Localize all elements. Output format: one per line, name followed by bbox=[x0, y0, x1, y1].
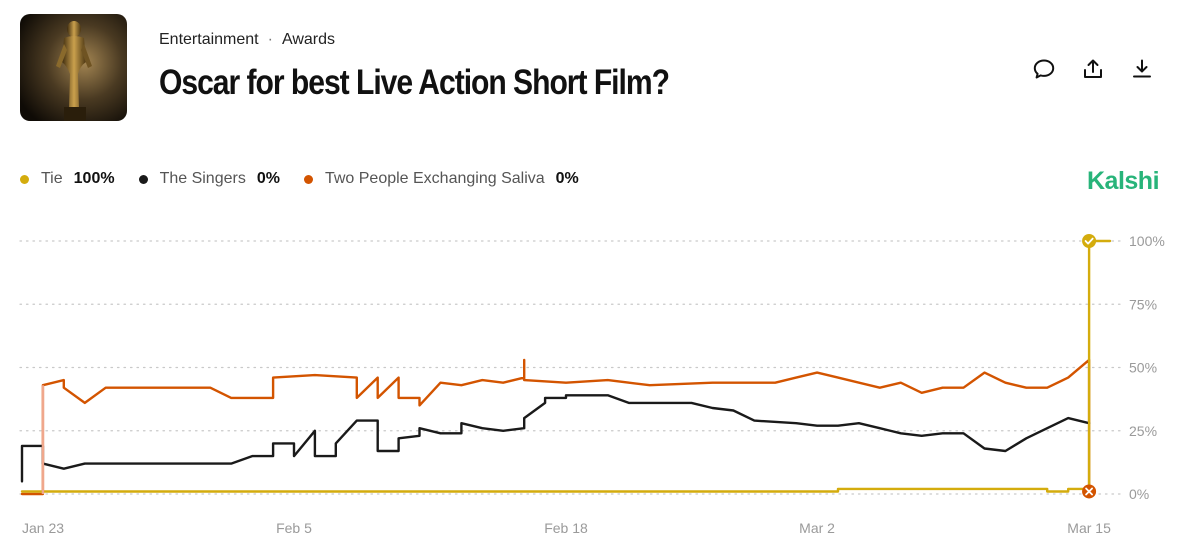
download-icon bbox=[1132, 59, 1151, 77]
y-tick-label: 0% bbox=[1129, 486, 1149, 502]
series-line-two-people-exchanging-saliva[interactable] bbox=[20, 358, 1091, 496]
legend-item-two-people-exchanging-saliva[interactable]: Two People Exchanging Saliva 0% bbox=[303, 170, 579, 188]
oscar-statue-image bbox=[20, 14, 127, 121]
y-tick-label: 25% bbox=[1129, 423, 1157, 439]
breadcrumb-category[interactable]: Entertainment bbox=[159, 31, 259, 48]
marker-dot bbox=[1082, 234, 1097, 248]
x-tick-label: Jan 23 bbox=[22, 520, 64, 536]
chart-legend: Tie 100% The Singers 0% Two People Excha… bbox=[20, 170, 603, 188]
legend-dot-the-singers bbox=[138, 174, 148, 184]
x-tick-label: Mar 2 bbox=[799, 520, 835, 536]
check-icon bbox=[1084, 237, 1094, 245]
x-tick-label: Feb 5 bbox=[276, 520, 312, 536]
y-tick-label: 50% bbox=[1129, 360, 1157, 376]
chart-markers bbox=[1082, 234, 1097, 499]
legend-item-the-singers[interactable]: The Singers 0% bbox=[138, 170, 280, 188]
marker-dot bbox=[1082, 484, 1097, 499]
x-tick-label: Feb 18 bbox=[544, 520, 588, 536]
comment-icon bbox=[1033, 59, 1054, 78]
legend-value-two-people: 0% bbox=[555, 170, 579, 187]
final-marker-tie bbox=[1082, 234, 1097, 248]
share-button[interactable] bbox=[1079, 55, 1106, 82]
final-marker-two-people-exchanging-saliva bbox=[1082, 484, 1097, 499]
legend-label-tie: Tie bbox=[41, 170, 63, 187]
kalshi-logo[interactable]: Kalshi bbox=[1087, 167, 1160, 195]
share-icon bbox=[1083, 59, 1102, 78]
chart-grid: 100% 75% 50% 25% 0% bbox=[19, 233, 1165, 502]
breadcrumb-subcategory[interactable]: Awards bbox=[281, 31, 335, 48]
x-tick-label: Mar 15 bbox=[1067, 520, 1111, 536]
comment-button[interactable] bbox=[1030, 55, 1057, 82]
legend-item-tie[interactable]: Tie 100% bbox=[20, 170, 115, 188]
legend-value-the-singers: 0% bbox=[256, 170, 280, 187]
legend-label-two-people: Two People Exchanging Saliva bbox=[324, 170, 545, 187]
legend-dot-two-people bbox=[303, 174, 313, 184]
y-tick-label: 100% bbox=[1129, 233, 1165, 249]
legend-dot-tie bbox=[20, 174, 29, 184]
y-tick-label: 75% bbox=[1129, 296, 1157, 312]
legend-label-the-singers: The Singers bbox=[159, 170, 246, 187]
close-icon bbox=[1085, 487, 1093, 496]
series-line-the-singers[interactable] bbox=[20, 394, 1091, 483]
legend-value-tie: 100% bbox=[73, 170, 115, 187]
page-title: Oscar for best Live Action Short Film? bbox=[159, 63, 670, 102]
download-button[interactable] bbox=[1128, 55, 1155, 82]
x-axis: Jan 23 Feb 5 Feb 18 Mar 2 Mar 15 bbox=[22, 520, 1111, 536]
series-line-tie[interactable] bbox=[20, 239, 1112, 493]
breadcrumb: Entertainment · Awards bbox=[159, 31, 335, 49]
market-thumbnail bbox=[20, 14, 127, 121]
action-buttons bbox=[1030, 55, 1155, 82]
chart-series bbox=[20, 239, 1112, 496]
breadcrumb-separator: · bbox=[267, 31, 273, 48]
